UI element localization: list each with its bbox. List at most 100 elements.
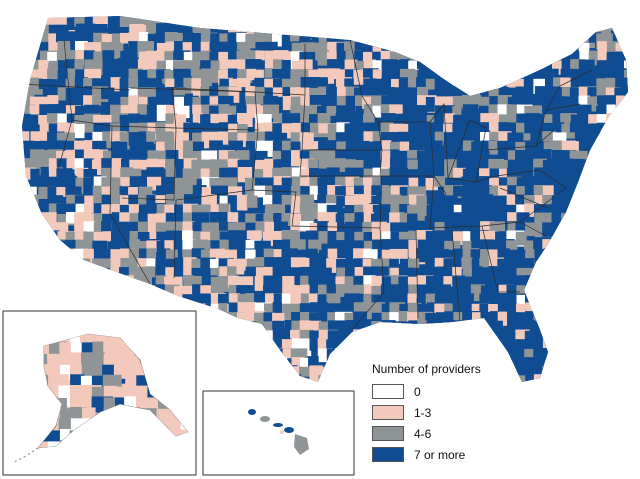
county-patch — [326, 293, 341, 306]
hawaii-island-molokai — [273, 423, 283, 427]
county-patch — [552, 374, 566, 382]
county-patch — [65, 50, 85, 62]
county-patch — [389, 312, 401, 324]
county-patch — [615, 249, 625, 261]
county-patch — [597, 222, 609, 240]
county-patch — [588, 365, 601, 377]
county-patch — [426, 275, 436, 294]
county-patch — [506, 78, 524, 89]
county-patch — [336, 122, 350, 134]
county-patch — [453, 114, 464, 125]
county-patch — [605, 140, 622, 154]
county-patch — [452, 41, 467, 52]
county-patch — [578, 69, 591, 86]
county-patch — [281, 123, 293, 139]
hawaii-island-maui — [284, 427, 294, 433]
county-patch — [290, 257, 307, 269]
county-patch — [551, 257, 563, 273]
county-patch — [371, 286, 382, 300]
county-patch — [552, 294, 562, 305]
county-patch — [164, 276, 183, 288]
county-patch — [452, 267, 462, 283]
county-patch — [623, 248, 628, 260]
county-patch — [193, 141, 204, 154]
county-patch — [623, 275, 628, 290]
county-patch — [382, 23, 402, 35]
county-patch — [389, 339, 409, 353]
county-patch — [110, 194, 121, 208]
county-patch — [569, 87, 580, 99]
county-patch — [597, 50, 607, 67]
county-patch — [542, 285, 554, 296]
county-patch — [354, 42, 364, 53]
county-patch — [83, 50, 95, 67]
county-patch — [65, 284, 84, 300]
county-patch — [218, 303, 228, 318]
county-patch — [317, 338, 328, 356]
county-patch — [560, 266, 577, 281]
county-patch — [498, 122, 509, 138]
county-patch — [66, 176, 78, 187]
county-patch — [426, 68, 441, 80]
county-patch — [39, 293, 56, 304]
county-patch — [525, 42, 544, 52]
county-patch — [128, 60, 141, 72]
county-patch — [80, 334, 92, 347]
county-patch — [578, 321, 593, 335]
county-patch — [135, 386, 156, 398]
county-patch — [417, 168, 429, 180]
county-patch — [578, 42, 590, 54]
county-patch — [606, 249, 617, 261]
county-patch — [227, 212, 239, 223]
county-patch — [218, 338, 236, 355]
county-patch — [155, 258, 166, 276]
county-patch — [570, 77, 582, 88]
county-patch — [372, 24, 389, 35]
county-patch — [173, 50, 191, 60]
county-patch — [489, 41, 508, 58]
county-patch — [399, 321, 415, 339]
county-patch — [38, 68, 49, 83]
county-patch — [344, 159, 357, 171]
county-patch — [345, 95, 356, 113]
county-patch — [525, 50, 536, 65]
county-patch — [571, 176, 589, 186]
county-patch — [524, 186, 535, 200]
county-patch — [183, 158, 198, 170]
county-patch — [597, 132, 617, 149]
county-patch — [255, 249, 269, 260]
county-patch — [497, 330, 512, 341]
county-patch — [48, 167, 63, 177]
county-patch — [578, 285, 593, 297]
county-patch — [102, 50, 115, 62]
county-patch — [443, 16, 458, 34]
county-patch — [462, 347, 474, 361]
county-patch — [66, 259, 82, 270]
county-patch — [29, 230, 40, 243]
county-patch — [38, 231, 52, 248]
county-patch — [408, 41, 426, 56]
county-patch — [174, 23, 187, 35]
county-patch — [363, 24, 380, 39]
county-patch — [605, 77, 616, 92]
county-patch — [623, 213, 628, 229]
county-patch — [65, 96, 80, 106]
county-patch — [300, 194, 315, 206]
county-patch — [300, 257, 319, 269]
county-patch — [264, 158, 276, 171]
county-patch — [164, 141, 176, 153]
county-patch — [74, 59, 84, 76]
county-patch — [201, 194, 217, 206]
county-patch — [335, 365, 346, 382]
county-patch — [489, 275, 501, 287]
county-patch — [120, 195, 130, 211]
county-patch — [92, 95, 102, 113]
county-patch — [56, 51, 68, 69]
county-patch — [569, 303, 584, 320]
county-patch — [200, 32, 218, 45]
county-patch — [336, 267, 351, 278]
county-patch — [569, 239, 586, 256]
county-patch — [398, 295, 414, 307]
county-patch — [29, 24, 40, 40]
county-patch — [290, 239, 306, 250]
